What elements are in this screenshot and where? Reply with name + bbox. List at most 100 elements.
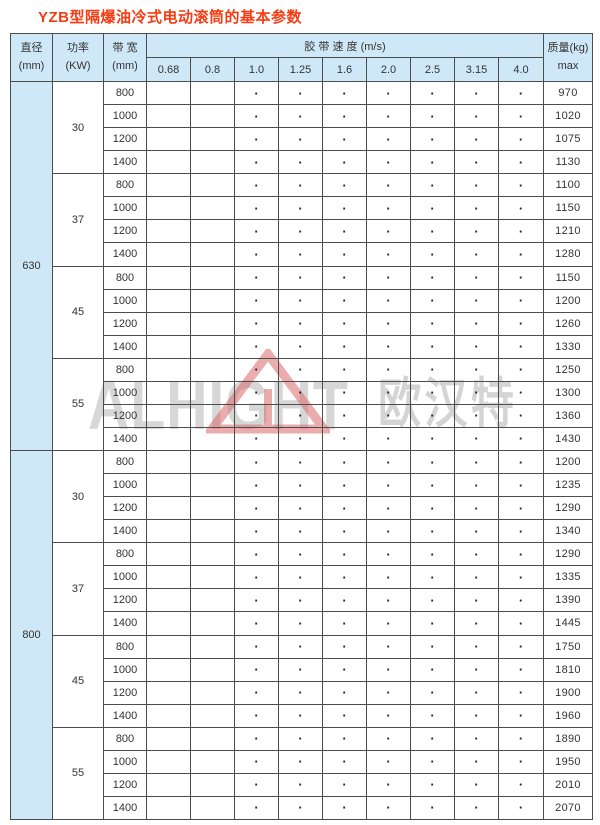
speed-dot-cell: · <box>497 334 545 359</box>
speed-dot-cell: · <box>497 496 545 521</box>
speed-dot-cell: · <box>454 795 499 821</box>
speed-dot-cell: · <box>497 772 545 797</box>
belt-width-cell: 1400 <box>103 519 147 544</box>
speed-dot-cell: · <box>234 449 279 475</box>
speed-dot-cell <box>146 242 191 267</box>
belt-width-cell: 1200 <box>103 403 147 428</box>
belt-width-cell: 1200 <box>103 311 147 336</box>
header-speed-3.15: 3.15 <box>454 57 499 82</box>
speed-dot-cell: · <box>278 173 323 198</box>
table-body: 630 30 800 · · · · · · · 970 1000 · · · · · · · 1020 1200 · · ·… <box>10 80 594 821</box>
belt-width-cell: 1400 <box>103 334 147 359</box>
speed-dot-cell: · <box>497 749 545 774</box>
table-row: 1400 · · · · · · · 1340 <box>11 519 594 544</box>
speed-dot-cell <box>146 611 191 636</box>
speed-dot-cell <box>190 265 235 290</box>
mass-cell: 1390 <box>543 588 594 613</box>
speed-dot-cell: · <box>278 565 323 590</box>
table-row: 55 800 · · · · · · · 1890 <box>11 726 594 821</box>
speed-dot-cell: · <box>454 219 499 244</box>
speed-dot-cell: · <box>278 219 323 244</box>
speed-dot-cell <box>146 519 191 544</box>
table-row: 1000 · · · · · · · 1235 <box>11 473 594 498</box>
speed-dot-cell <box>146 219 191 244</box>
speed-dot-cell: · <box>234 242 279 267</box>
speed-dot-cell <box>146 288 191 313</box>
speed-dot-cell <box>190 749 235 774</box>
speed-dot-cell: · <box>322 173 367 198</box>
speed-dot-cell <box>190 173 235 198</box>
table-row: 37 800 · · · · · · · 1290 <box>11 542 594 636</box>
belt-width-cell: 1000 <box>103 196 147 221</box>
speed-dot-cell: · <box>454 403 499 428</box>
table-row: 1200 · · · · · · · 1390 <box>11 588 594 613</box>
belt-width-cell: 1200 <box>103 772 147 797</box>
speed-dot-cell: · <box>454 749 499 774</box>
header-diameter: 直径 (mm) <box>10 33 53 82</box>
speed-dot-cell: · <box>278 288 323 313</box>
header-speed-1.6: 1.6 <box>322 57 367 82</box>
speed-dot-cell: · <box>366 380 411 405</box>
mass-cell: 1260 <box>543 311 594 336</box>
mass-cell: 1810 <box>543 657 594 682</box>
speed-dot-cell: · <box>234 219 279 244</box>
speed-dot-cell: · <box>278 426 323 452</box>
speed-dot-cell <box>146 449 191 475</box>
speed-dot-cell <box>146 634 191 659</box>
belt-width-cell: 1000 <box>103 657 147 682</box>
mass-cell: 1075 <box>543 127 594 152</box>
speed-dot-cell <box>146 426 191 452</box>
speed-dot-cell: · <box>497 265 545 290</box>
speed-dot-cell <box>146 588 191 613</box>
speed-dot-cell <box>146 173 191 198</box>
speed-dot-cell <box>146 565 191 590</box>
speed-dot-cell: · <box>410 542 455 567</box>
speed-dot-cell: · <box>410 772 455 797</box>
speed-dot-cell: · <box>234 772 279 797</box>
speed-dot-cell: · <box>322 496 367 521</box>
speed-dot-cell: · <box>366 726 411 751</box>
belt-width-cell: 1000 <box>103 565 147 590</box>
speed-dot-cell <box>146 657 191 682</box>
header-mass-line1: 质量(kg) <box>547 42 589 55</box>
speed-dot-cell <box>146 496 191 521</box>
speed-dot-cell: · <box>234 657 279 682</box>
speed-dot-cell: · <box>497 311 545 336</box>
mass-cell: 1960 <box>543 703 594 728</box>
speed-dot-cell <box>146 703 191 728</box>
speed-dot-cell <box>190 519 235 544</box>
speed-dot-cell: · <box>454 680 499 705</box>
speed-dot-cell: · <box>366 150 411 175</box>
header-speed-0.68: 0.68 <box>146 57 191 82</box>
speed-dot-cell: · <box>497 611 545 636</box>
speed-dot-cell: · <box>454 242 499 267</box>
speed-dot-cell: · <box>454 104 499 129</box>
mass-cell: 1750 <box>543 634 594 659</box>
mass-cell: 1280 <box>543 242 594 267</box>
speed-dot-cell: · <box>410 288 455 313</box>
power-cell: 30 <box>52 80 104 175</box>
speed-dot-cell: · <box>410 588 455 613</box>
power-cell: 55 <box>52 357 104 452</box>
mass-cell: 1445 <box>543 611 594 636</box>
mass-cell: 1300 <box>543 380 594 405</box>
mass-cell: 1210 <box>543 219 594 244</box>
speed-dot-cell: · <box>234 542 279 567</box>
mass-cell: 2010 <box>543 772 594 797</box>
belt-width-cell: 1200 <box>103 127 147 152</box>
speed-dot-cell: · <box>410 173 455 198</box>
speed-dot-cell: · <box>366 657 411 682</box>
speed-dot-cell: · <box>454 634 499 659</box>
speed-dot-cell <box>190 565 235 590</box>
speed-dot-cell: · <box>410 726 455 751</box>
speed-dot-cell <box>146 127 191 152</box>
speed-dot-cell: · <box>497 380 545 405</box>
speed-dot-cell: · <box>366 403 411 428</box>
speed-dot-cell: · <box>366 80 411 106</box>
belt-width-cell: 1200 <box>103 588 147 613</box>
mass-cell: 1360 <box>543 403 594 428</box>
speed-dot-cell: · <box>410 680 455 705</box>
speed-dot-cell: · <box>322 588 367 613</box>
speed-dot-cell: · <box>497 288 545 313</box>
speed-dot-cell: · <box>322 288 367 313</box>
